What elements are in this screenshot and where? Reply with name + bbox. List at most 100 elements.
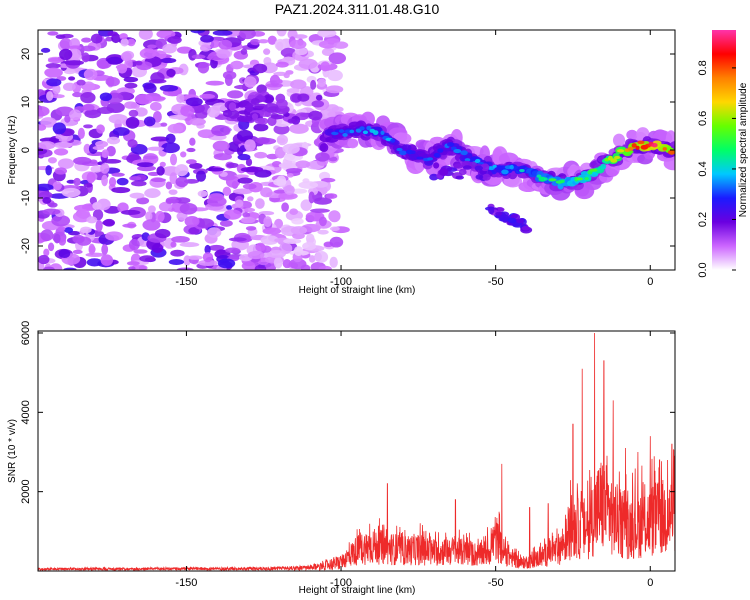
noise-cell xyxy=(260,235,279,245)
noise-cell xyxy=(150,178,167,183)
noise-cell xyxy=(116,177,129,186)
secondary-blob-cell xyxy=(499,211,510,217)
noise-cell xyxy=(281,202,289,212)
snr-axes: -150 -100 -50 0 2000 4000 6000 xyxy=(20,321,675,589)
noise-cell xyxy=(329,226,340,232)
ridge-halo xyxy=(612,133,626,148)
noise-cell xyxy=(101,174,108,187)
secondary-blob-cell xyxy=(495,211,503,216)
noise-cell xyxy=(213,153,233,161)
noise-cell xyxy=(189,117,206,126)
noise-cell xyxy=(298,58,318,70)
noise-cell xyxy=(169,153,178,166)
upper-patch-cell xyxy=(251,113,259,120)
noise-cell xyxy=(321,47,335,57)
noise-cell xyxy=(169,172,178,185)
noise-cell xyxy=(161,142,180,154)
noise-cell xyxy=(318,265,332,270)
snr-series-line xyxy=(38,332,675,571)
noise-cell xyxy=(199,44,211,52)
upper-patch-cell xyxy=(263,94,275,104)
noise-cell xyxy=(155,210,165,223)
ridge-peak xyxy=(446,142,455,147)
noise-cell xyxy=(106,56,123,65)
colorbar-label: Normalized spectral amplitude xyxy=(738,82,749,217)
spectrogram-x-tick-label: -150 xyxy=(175,276,197,288)
noise-cell xyxy=(38,141,56,150)
noise-cell xyxy=(180,105,195,117)
branch-cell xyxy=(462,165,472,170)
noise-cell xyxy=(117,202,129,213)
noise-cell xyxy=(278,192,298,200)
noise-cell xyxy=(250,38,261,46)
noise-cell xyxy=(59,48,73,61)
ridge-peak xyxy=(331,131,339,136)
noise-cell xyxy=(40,229,54,242)
noise-cell xyxy=(47,157,57,164)
spectrogram-x-tick-label: 0 xyxy=(647,276,653,288)
snr-x-tick-label: -100 xyxy=(330,577,352,589)
ridge-peak xyxy=(433,152,441,158)
spectrogram-y-tick-label: -20 xyxy=(20,238,32,254)
noise-cell xyxy=(175,176,189,188)
upper-patch-cell xyxy=(276,98,288,109)
upper-patch-cell xyxy=(228,102,237,112)
branch-cell xyxy=(453,163,464,169)
noise-cell xyxy=(124,101,138,109)
noise-cell xyxy=(293,246,304,257)
branch-cell xyxy=(475,174,484,180)
noise-cell xyxy=(120,51,132,62)
noise-cell xyxy=(64,114,71,123)
noise-cell xyxy=(38,124,47,131)
noise-cell xyxy=(160,57,177,64)
colorbar-tick-label: 0.0 xyxy=(697,262,709,277)
ridge-peak xyxy=(589,168,598,172)
noise-cell xyxy=(135,60,143,66)
noise-cell xyxy=(103,159,122,164)
ridge-peak xyxy=(349,129,355,134)
ridge-peak xyxy=(584,177,589,181)
noise-cell xyxy=(96,124,105,134)
noise-cell xyxy=(226,90,244,99)
noise-cell xyxy=(42,208,61,215)
noise-cell xyxy=(325,193,338,199)
noise-cell xyxy=(245,158,253,167)
noise-cell xyxy=(188,227,200,235)
noise-cell xyxy=(84,109,102,119)
noise-cell xyxy=(158,201,173,212)
noise-cell xyxy=(326,38,340,44)
ridge-peak xyxy=(362,130,369,135)
noise-cell xyxy=(167,123,184,134)
noise-cell xyxy=(133,249,148,254)
noise-cell xyxy=(216,49,231,59)
ridge-peak xyxy=(410,150,416,155)
noise-cell xyxy=(200,34,214,43)
noise-cell xyxy=(255,198,265,209)
ridge-peak xyxy=(509,164,514,170)
noise-cell xyxy=(289,208,298,216)
colorbar-tick-label: 0.2 xyxy=(697,212,709,227)
noise-cell xyxy=(258,39,269,44)
noise-cell xyxy=(329,256,338,268)
noise-cell xyxy=(218,39,233,50)
noise-cell xyxy=(206,167,225,172)
noise-cell xyxy=(230,60,244,70)
noise-cell xyxy=(308,191,315,204)
noise-cell xyxy=(138,30,153,40)
ridge-peak xyxy=(396,147,403,152)
noise-cell xyxy=(107,31,118,37)
noise-cell xyxy=(128,109,139,118)
noise-cell xyxy=(282,259,292,269)
noise-cell xyxy=(290,79,307,90)
noise-cell xyxy=(333,41,349,49)
ridge-peak xyxy=(399,150,407,156)
noise-cell xyxy=(51,214,71,227)
noise-cell xyxy=(83,124,93,129)
noise-cell xyxy=(240,216,256,224)
noise-cell xyxy=(76,208,90,220)
ridge-peak xyxy=(617,149,625,153)
noise-cell xyxy=(302,242,317,251)
snr-x-tick-label: -50 xyxy=(488,577,504,589)
noise-cell xyxy=(43,248,50,257)
